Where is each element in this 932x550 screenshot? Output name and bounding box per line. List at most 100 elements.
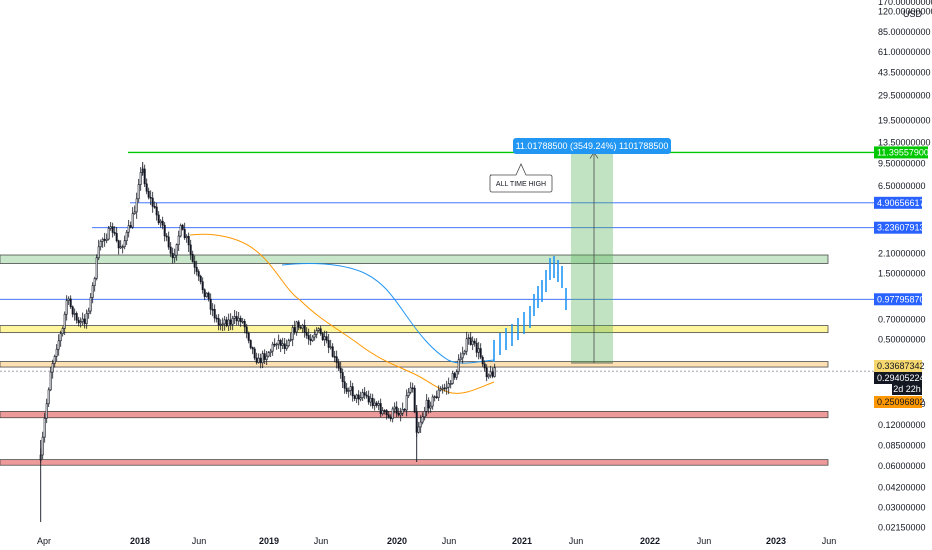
candle [161,216,164,230]
candle-body [469,337,472,345]
candle [153,201,156,209]
candle-body [371,397,374,407]
y-tick: 19.50000000 [878,115,931,125]
candle [323,330,326,346]
candle-body [63,313,66,329]
price-label-text: 3.23607913 [877,223,925,233]
price-label: 3.23607913 [874,221,925,234]
candle [135,192,138,219]
candle [245,323,248,339]
support-resistance-zones [0,254,829,466]
candle-body [411,387,414,390]
candle [477,341,480,360]
y-tick: 61.00000000 [878,47,931,57]
candle-body [421,416,424,423]
candle-body [51,363,54,373]
candle-body [275,343,278,346]
candle-body [55,348,58,357]
candle [149,190,152,206]
candle-body [53,356,56,364]
candle-body [379,403,382,415]
candle-body [367,395,370,403]
candle [475,338,478,358]
candle-body [153,206,156,208]
candle-body [429,405,432,409]
candle [293,320,296,335]
x-tick: 2018 [130,536,150,546]
candle [423,406,426,421]
candle [95,254,98,281]
candle-body [447,383,450,388]
candle [113,226,116,236]
zone-4 [0,459,829,466]
candle-body [347,390,350,392]
candle-body [491,371,494,377]
candle-body [109,226,112,229]
candle-body [107,228,110,240]
candle [199,274,202,285]
candle-body [167,236,170,248]
candle [487,373,490,379]
candle-body [377,403,380,406]
candle-body [79,321,82,324]
x-tick: 2021 [512,536,532,546]
price-label-text: 4.90656617 [877,198,925,208]
candle [231,315,234,331]
candle-body [173,254,176,259]
candle [327,333,330,354]
candle [117,239,120,255]
candle [175,243,178,261]
candle [147,187,150,200]
candle [469,332,472,346]
candle-body [397,412,400,416]
candle [97,239,100,261]
countdown-text: 2d 22h [893,384,921,394]
candle [201,277,204,294]
candle-body [83,318,86,324]
candle-body [267,352,270,357]
candle [221,317,224,332]
candle-body [225,319,228,327]
candle [425,394,428,417]
candle [215,314,218,323]
candle-body [333,356,336,358]
candle [49,366,52,392]
candle [203,288,206,301]
y-tick: 0.06000000 [878,461,926,471]
candle-body [261,353,264,364]
candle-body [343,381,346,389]
candle-body [183,229,186,239]
candle-body [453,373,456,378]
candle-body [313,333,316,338]
candle-body [169,246,172,254]
candle [191,250,194,263]
candle-body [135,198,138,213]
x-tick: Jun [442,536,457,546]
candle-body [477,348,480,353]
candle-body [41,436,44,456]
candle-body [315,330,318,335]
candle [309,333,312,346]
candle-body [373,402,376,407]
time-axis[interactable]: Apr 2018 Jun 2019 Jun 2020 Jun 2021 Jun 2022 Jun 20… [37,536,836,546]
candle [273,338,276,348]
candle [167,231,170,250]
price-label: 4.90656617 [874,196,925,209]
candle-body [229,319,232,325]
candle-body [401,408,404,414]
candle-body [303,325,306,333]
candle [305,327,308,339]
candle-body [253,348,256,359]
candle [389,414,392,422]
candle [243,318,246,334]
candle-body [123,240,126,247]
candle [173,248,176,263]
candle-body [255,357,258,363]
candle-body [171,253,174,259]
candle-body [231,317,234,325]
candle-body [293,327,296,333]
candle [375,401,378,408]
candle [265,350,268,365]
